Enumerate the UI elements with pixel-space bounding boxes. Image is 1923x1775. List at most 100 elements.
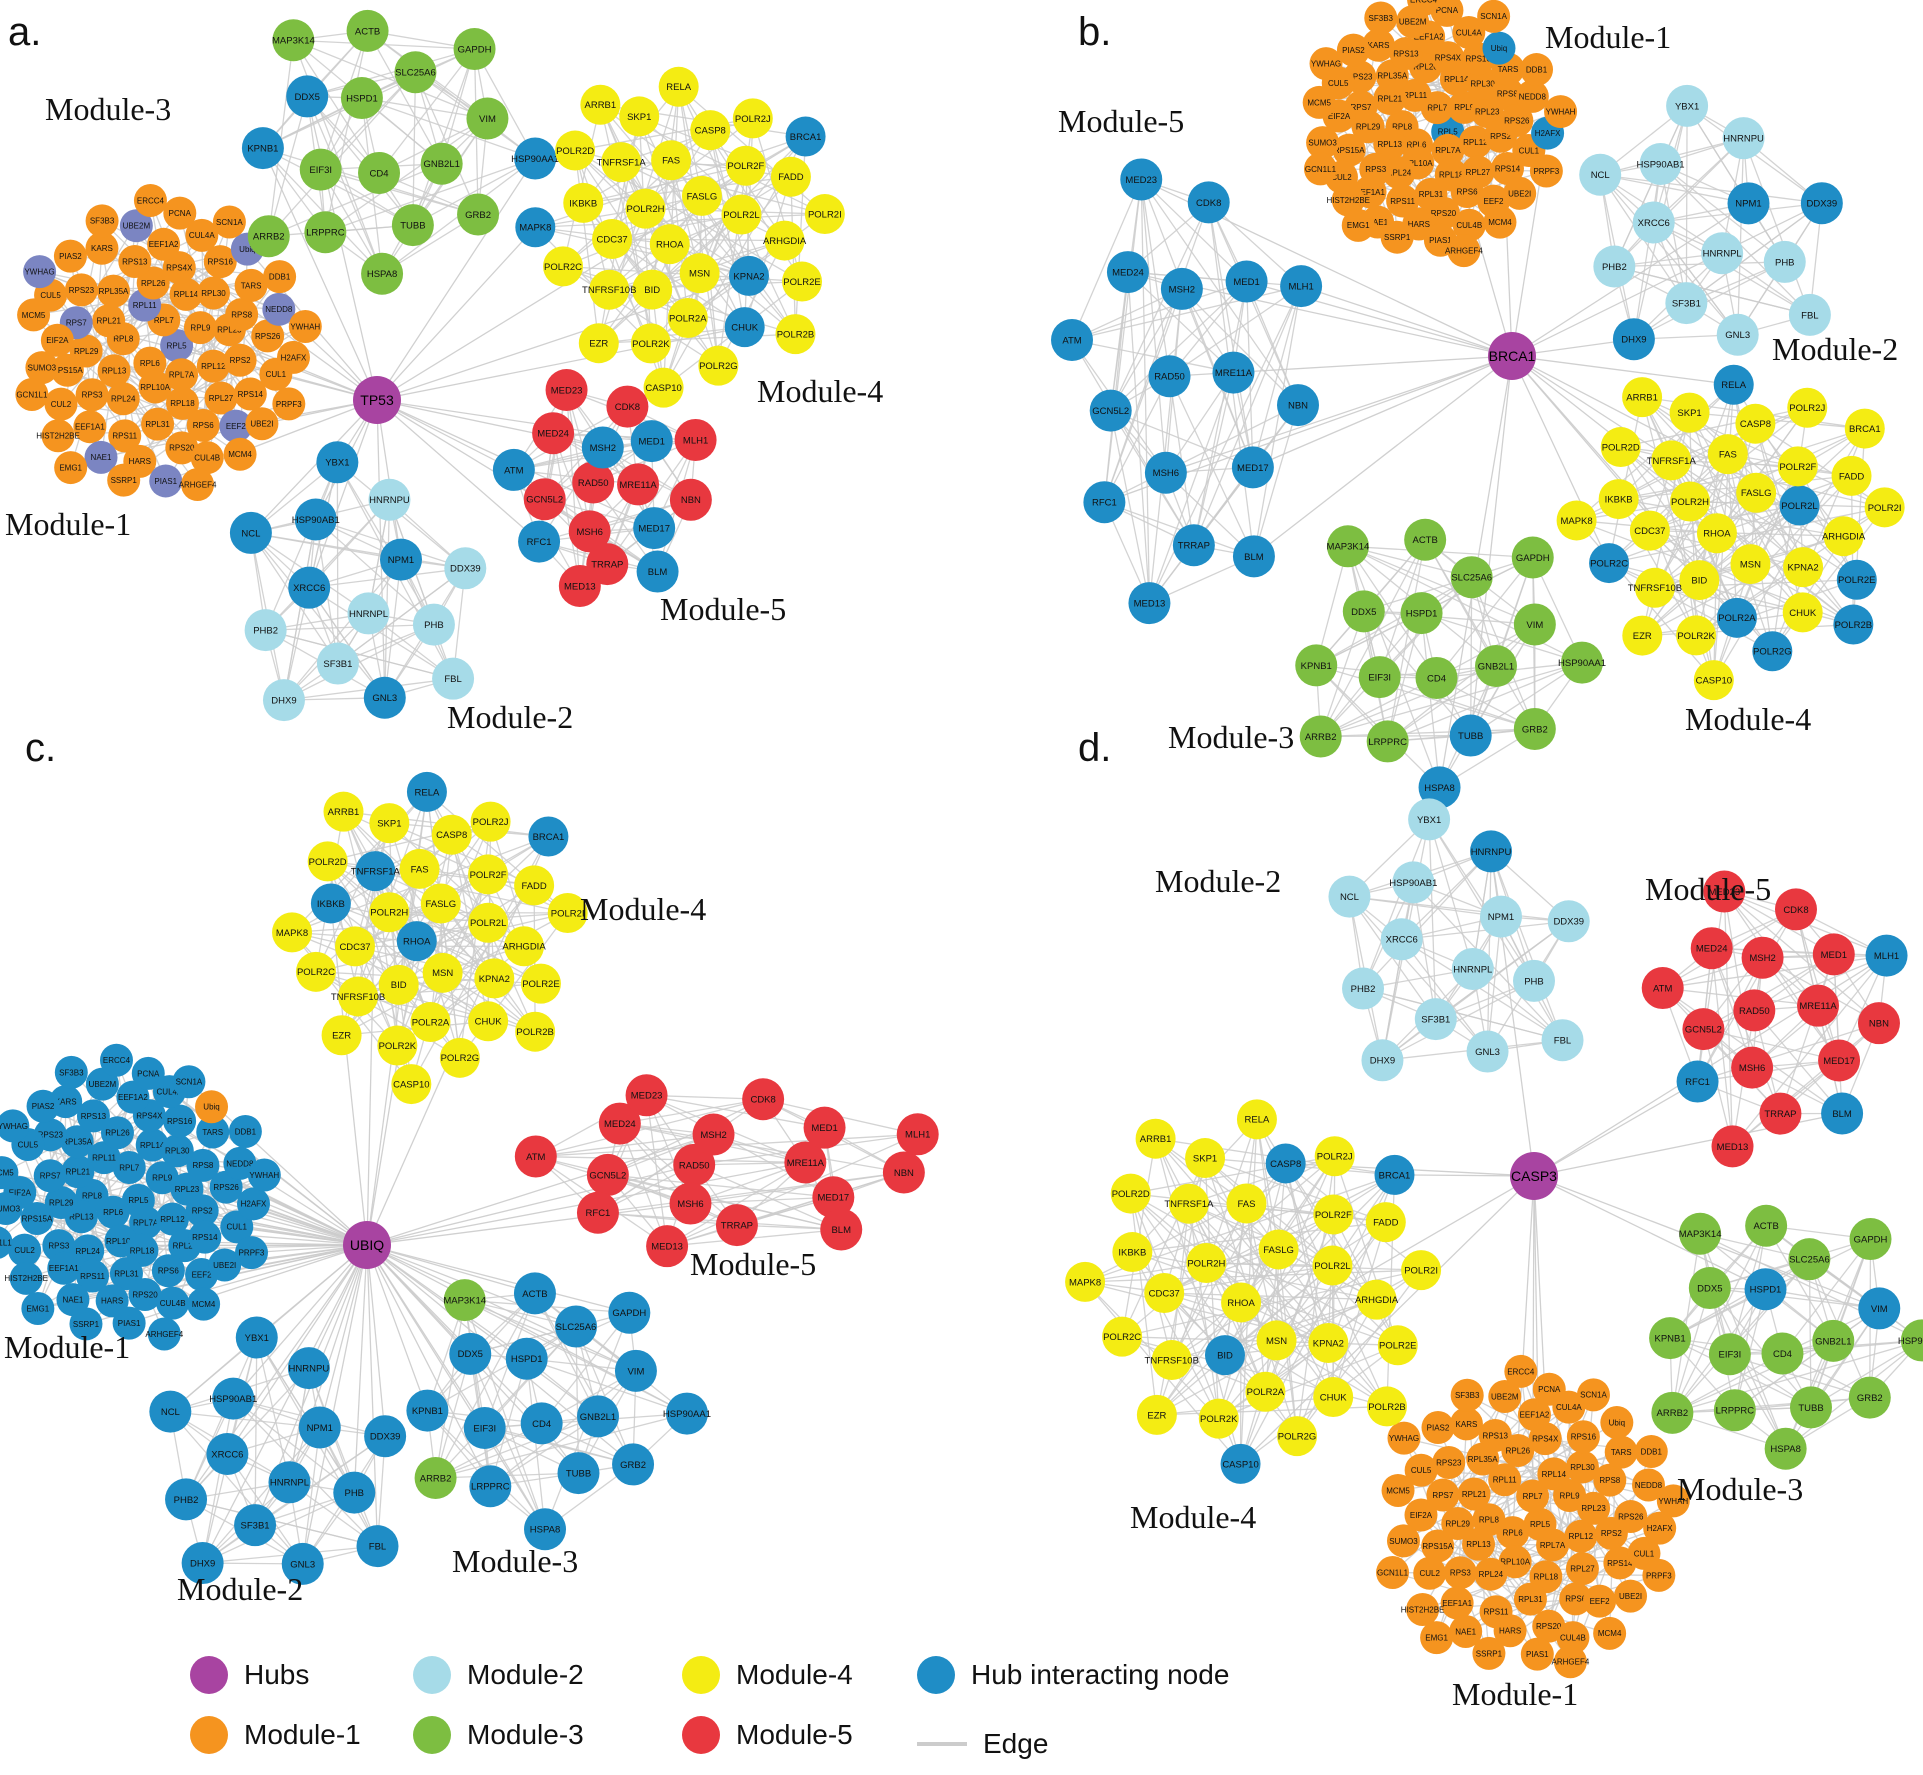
node-HNRNPU [1722,117,1765,160]
edge [1470,577,1473,736]
node-CHUK [468,1001,509,1042]
edge [1121,1336,1266,1393]
edge [1382,980,1535,1061]
node-PRPF3 [234,1236,268,1270]
node-CUL4A [185,218,219,252]
node-CUL2 [1413,1556,1447,1590]
node-HNRNPL [1701,232,1744,275]
node-RAD50 [1733,989,1776,1032]
edge [1672,1340,1834,1414]
node-EEF1A1 [73,410,107,444]
node-POLR2C [1589,543,1630,584]
node-EIF2A [1404,1498,1438,1532]
node-MSH6 [1731,1046,1774,1089]
node-POLR2J [1314,1136,1355,1177]
node-POLR2J [1787,387,1828,428]
hub-edge [376,226,536,401]
node-DDX5 [1342,590,1385,633]
edge [1256,1119,1280,1250]
edge [619,1098,764,1125]
edge [619,1122,904,1174]
node-GNL3 [281,1542,324,1585]
node-PHB [412,603,455,646]
node-ATM [492,448,535,491]
edge [1363,610,1535,626]
node-TNFRSF1A [601,142,642,183]
edge [1689,412,1845,537]
node-LRPPRC [304,211,347,254]
edge [265,623,434,631]
hub-edge [366,1244,536,1294]
node-EEF1A2 [116,1080,150,1114]
node-RFC1 [1083,481,1126,524]
edge [330,791,428,904]
hub-edge [366,1244,379,1547]
edge [1732,1022,1880,1147]
node-GRB2 [457,193,500,236]
node-BRCA1 [1374,1154,1415,1195]
node-RPL7A [1536,1528,1570,1562]
node-PIAS2 [1421,1411,1455,1445]
node-RELA [1713,364,1754,405]
node-PIAS2 [1336,33,1370,67]
node-RPS16 [203,245,237,279]
node-XRCC6 [206,1432,249,1475]
node-YBX1 [316,441,359,484]
panel-letter-a: a. [8,10,42,54]
node-RPS6 [1559,1582,1593,1616]
node-NAE1 [56,1283,90,1317]
module-label-d-Module-2: Module-2 [1155,863,1281,899]
edge [1401,938,1489,1052]
node-DHX9 [262,679,305,722]
node-EZR [321,1015,362,1056]
node-HNRNPU [368,478,411,521]
node-EIF3I [463,1407,506,1450]
edge [384,499,391,698]
node-BID [1679,560,1720,601]
node-RFC1 [576,1191,619,1234]
edge [302,1427,321,1564]
edge [1347,545,1472,578]
edge [1421,612,1583,664]
hub-edge [366,1244,429,1411]
module-label-a-Module-5: Module-5 [660,591,786,627]
node-LRPPRC [469,1465,512,1508]
edge [1732,955,1888,1147]
node-VIM [1858,1287,1901,1330]
hub-edge [1533,1175,1541,1525]
hub-node-UBIQ [343,1221,391,1269]
edge [1672,1396,1870,1414]
node-HSP90AA1 [1561,641,1604,684]
edge [384,559,402,698]
node-POLR2K [630,323,671,364]
module-label-b-Module-4: Module-4 [1685,701,1811,737]
node-POLR2I [1401,1250,1442,1291]
node-KPNA2 [728,255,769,296]
edge [470,1312,630,1355]
edge [1347,545,1438,679]
node-POLR2G [1277,1416,1318,1457]
edge [1130,1193,1158,1415]
node-PRPF3 [1642,1558,1676,1592]
node-RPS13 [76,1099,110,1133]
edge [201,1398,234,1564]
node-EIF3I [299,148,342,191]
node-PIAS1 [149,464,183,498]
node-NPM1 [1727,182,1770,225]
node-MAPK8 [1556,500,1597,541]
edge [1387,665,1497,742]
node-VIM [614,1349,657,1392]
hub-edge [366,1133,714,1246]
node-RHOA [649,224,690,265]
edge [651,239,785,291]
edge [535,1155,806,1164]
edge [1148,372,1235,604]
node-RPL24 [106,382,140,416]
node-MSH2 [1741,936,1784,979]
node-HSP90AA1 [1900,1319,1923,1362]
edge [1737,138,1745,335]
hub-edge [353,1244,368,1493]
hub-edge [366,1244,491,1487]
node-MCM5 [1381,1473,1415,1507]
